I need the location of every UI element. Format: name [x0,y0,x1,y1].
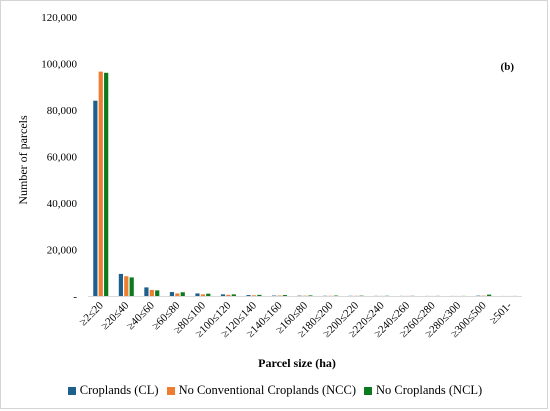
bars-group [93,71,517,296]
x-tick-label: ≥501- [487,299,514,326]
bar-no-croplands-ncl-4 [206,293,211,296]
bar-no-conventional-croplands-ncc-3 [175,293,180,296]
legend-label-no-conventional-croplands: No Conventional Croplands (NCC) [178,383,356,397]
legend-item-no-croplands: No Croplands (NCL) [363,383,483,398]
bar-no-conventional-croplands-ncc-1 [124,276,129,296]
y-tick-label: 100,000 [41,59,77,71]
bar-no-conventional-croplands-ncc-2 [149,289,154,296]
bar-croplands-cl-2 [144,287,149,296]
bar-croplands-cl-5 [220,294,226,296]
bar-no-conventional-croplands-ncc-0 [98,71,103,296]
y-tick-label: 40,000 [47,198,78,210]
y-tick-label: 20,000 [47,245,78,257]
bar-no-conventional-croplands-ncc-5 [226,294,231,296]
bar-no-croplands-ncl-1 [129,277,134,296]
x-axis-title: Parcel size (ha) [258,356,336,370]
bar-no-croplands-ncl-7 [282,295,287,296]
bar-no-croplands-ncl-5 [231,294,236,296]
y-tick-label: 80,000 [47,105,78,117]
y-tick-label: 60,000 [47,152,78,164]
x-axis-ticks: ≥2≤20≥20≤40≥40≤60≥60≤80≥80≤100≥100≤120≥1… [77,299,514,340]
chart-legend: Croplands (CL) No Conventional Croplands… [10,383,540,398]
bar-croplands-cl-4 [195,293,200,296]
panel-label: (b) [501,61,515,73]
legend-label-croplands: Croplands (CL) [79,383,159,397]
bar-no-conventional-croplands-ncc-6 [251,295,257,296]
bar-no-croplands-ncl-3 [180,292,185,296]
bar-no-croplands-ncl-8 [308,295,313,296]
y-tick-label: 120,000 [41,12,77,24]
bar-no-croplands-ncl-15 [487,294,492,296]
bar-croplands-cl-3 [169,292,175,296]
legend-swatch-croplands [67,386,76,395]
legend-swatch-no-conventional-croplands [166,386,175,395]
bar-no-croplands-ncl-2 [155,290,160,296]
bar-no-croplands-ncl-6 [257,294,262,296]
legend-swatch-no-croplands [363,386,372,395]
y-tick-label: - [73,291,77,303]
bar-croplands-cl-0 [93,100,98,296]
y-axis-title: Number of parcels [16,115,30,205]
bar-croplands-cl-1 [118,273,123,296]
bar-croplands-cl-6 [246,295,251,296]
bar-no-conventional-croplands-ncc-4 [200,294,205,296]
legend-label-no-croplands: No Croplands (NCL) [375,383,483,397]
legend-item-no-conventional-croplands: No Conventional Croplands (NCC) [166,383,356,398]
legend-item-croplands: Croplands (CL) [67,383,159,398]
bar-no-croplands-ncl-0 [104,72,109,296]
y-axis-ticks: - 20,000 40,000 60,000 80,000 100,000 120,000 [41,12,77,303]
